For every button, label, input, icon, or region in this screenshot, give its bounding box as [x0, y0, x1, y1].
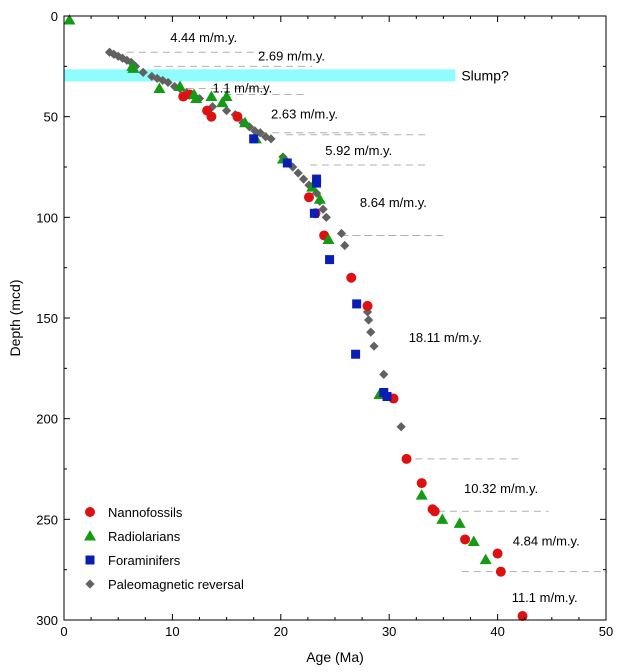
radiolarians-point	[313, 193, 326, 204]
rate-segment-lines	[126, 51, 608, 573]
y-tick-label: 0	[51, 9, 58, 24]
radiolarians-point	[216, 96, 229, 108]
legend-label-radiolarians: Radiolarians	[108, 529, 181, 544]
legend-label-nannofossils: Nannofossils	[108, 505, 183, 520]
y-axis-title: Depth (mcd)	[7, 279, 23, 356]
axis-ticks: 0 10 20 30 40 50 0 50 100 150 200 250 300	[36, 9, 613, 639]
paleomagnetic-reversal-point	[369, 341, 379, 351]
radiolarians-point	[479, 553, 492, 565]
paleomagnetic-reversal-point	[158, 75, 168, 86]
rate-label: 4.84 m/m.y.	[513, 533, 580, 548]
radiolarians-point	[239, 116, 252, 128]
paleomagnetic-reversal-point	[364, 315, 374, 325]
radiolarians-point	[220, 90, 233, 102]
y-tick-label: 150	[36, 311, 58, 326]
legend-label-foraminifers: Foraminifers	[108, 553, 181, 568]
foraminifers-point	[309, 208, 319, 218]
rate-label: 4.44 m/m.y.	[170, 30, 237, 45]
x-tick-label: 50	[599, 624, 613, 639]
rate-label: 8.64 m/m.y.	[360, 195, 427, 210]
foraminifers-point	[282, 158, 292, 168]
rate-label: 10.32 m/m.y.	[464, 481, 538, 496]
x-tick-label: 0	[60, 624, 67, 639]
foraminifers-point	[382, 392, 392, 402]
radiolarians-point	[322, 233, 335, 244]
radiolarians-point	[415, 489, 428, 500]
legend: Nannofossils Radiolarians Foraminifers Pale…	[84, 505, 244, 592]
x-tick-label: 30	[382, 624, 396, 639]
rate-label: 18.11 m/m.y.	[409, 330, 482, 345]
nannofossils-point	[429, 506, 440, 517]
foraminifers-point	[249, 134, 259, 144]
radiolarians-point	[436, 513, 449, 524]
legend-marker-foraminifers	[85, 555, 95, 565]
paleomagnetic-reversal-point	[379, 369, 389, 379]
radiolarians-point	[453, 517, 466, 528]
legend-marker-nannofossils	[85, 507, 95, 517]
radiolarians-point	[127, 62, 140, 73]
nannofossils-point	[232, 111, 243, 122]
radiolarians-point	[190, 92, 203, 104]
radiolarians-point	[153, 82, 166, 93]
paleomagnetic-reversal-point	[321, 212, 331, 222]
foraminifers-point	[312, 178, 322, 188]
radiolarians-point	[205, 90, 218, 102]
nannofossils-point	[346, 272, 357, 283]
paleomagnetic-reversal-point	[138, 67, 148, 77]
rate-label: 2.63 m/m.y.	[271, 107, 338, 122]
paleomagnetic-reversal-point	[266, 134, 276, 144]
paleomagnetic-reversal-point	[163, 77, 173, 88]
x-tick-label: 40	[490, 624, 504, 639]
paleomagnetic-reversal-point	[311, 188, 322, 198]
nannofossils-point	[517, 610, 528, 621]
nannofossils-point	[416, 478, 427, 489]
y-tick-label: 300	[36, 613, 58, 628]
radiolarians-point	[173, 80, 186, 91]
paleomagnetic-reversal-point	[261, 132, 271, 142]
paleomagnetic-reversal-point	[109, 49, 119, 59]
paleomagnetic-reversal-point	[293, 168, 303, 178]
paleomagnetic-reversal-point	[366, 327, 376, 337]
foraminifers-point	[325, 255, 335, 265]
paleomagnetic-reversal-point	[318, 204, 328, 214]
nannofossils-point	[495, 566, 506, 577]
paleomagnetic-reversal-point	[362, 307, 373, 317]
nannofossils-point	[303, 192, 314, 203]
paleomagnetic-reversal-point	[222, 106, 232, 116]
nannofossils-point	[401, 453, 412, 464]
legend-label-paleomagnetic-reversal: Paleomagnetic reversal	[108, 577, 244, 592]
paleomagnetic-reversal-point	[250, 126, 260, 136]
paleomagnetic-reversal-point	[298, 174, 309, 184]
y-tick-label: 100	[36, 210, 58, 225]
x-axis-title: Age (Ma)	[306, 649, 364, 665]
x-tick-label: 20	[274, 624, 288, 639]
nannofossils-point	[460, 534, 471, 545]
rate-label: 2.69 m/m.y.	[258, 48, 325, 63]
rate-label: 1.1 m/m.y.	[213, 80, 273, 95]
slump-label: Slump?	[461, 67, 509, 83]
foraminifers-point	[352, 299, 362, 309]
paleomagnetic-reversal-point	[104, 47, 115, 57]
nannofossils-point	[492, 548, 503, 559]
radiolarians-point	[467, 535, 480, 546]
data-markers	[63, 14, 528, 621]
radiolarians-point	[63, 14, 76, 25]
nannofossils-point	[362, 300, 373, 311]
legend-marker-radiolarians	[84, 530, 96, 541]
paleomagnetic-reversal-point	[396, 422, 406, 432]
rate-label: 5.92 m/m.y.	[325, 143, 392, 158]
legend-marker-paleomagnetic-reversal	[85, 579, 95, 589]
y-tick-label: 50	[44, 110, 58, 125]
y-tick-label: 250	[36, 512, 58, 527]
paleomagnetic-reversal-point	[255, 128, 265, 138]
paleomagnetic-reversal-point	[336, 228, 347, 239]
foraminifers-point	[351, 349, 361, 359]
x-tick-label: 10	[165, 624, 179, 639]
paleomagnetic-reversal-point	[340, 240, 350, 251]
rate-label: 11.1 m/m.y.	[512, 590, 578, 605]
y-tick-label: 200	[36, 412, 58, 427]
sedimentation-rate-labels: 4.44 m/m.y. 2.69 m/m.y. 1.1 m/m.y. 2.63 m/m…	[170, 30, 579, 605]
nannofossils-point	[206, 111, 217, 122]
